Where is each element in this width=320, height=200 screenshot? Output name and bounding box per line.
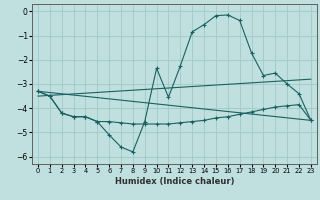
X-axis label: Humidex (Indice chaleur): Humidex (Indice chaleur): [115, 177, 234, 186]
